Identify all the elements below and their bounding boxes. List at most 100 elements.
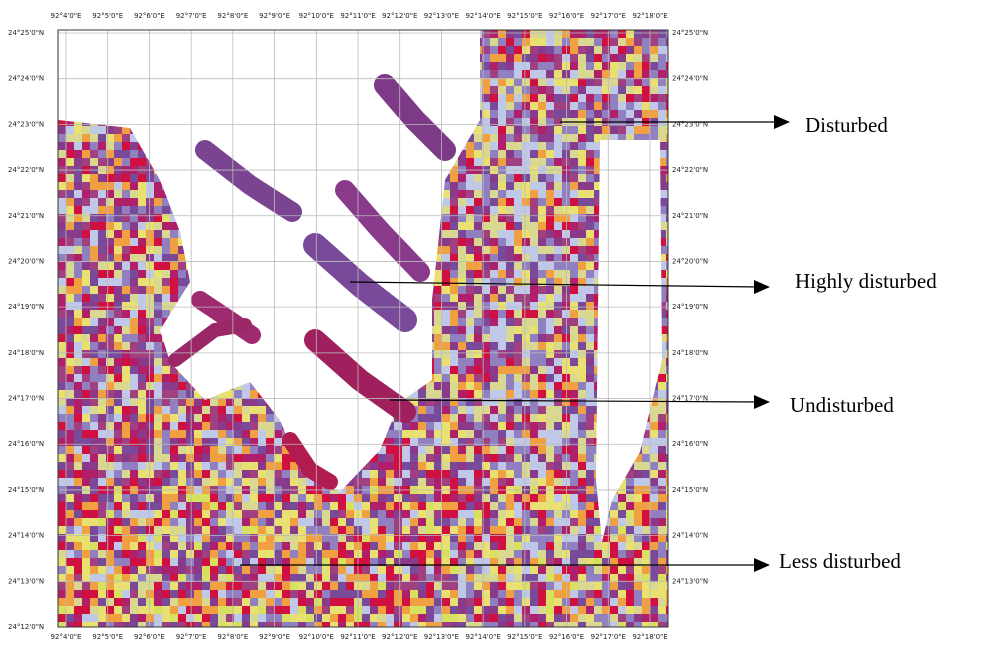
map-cell: [162, 310, 170, 318]
map-cell: [570, 134, 578, 142]
map-cell: [634, 494, 642, 502]
map-cell: [586, 230, 594, 238]
map-cell: [138, 302, 146, 310]
map-cell: [370, 542, 378, 550]
map-cell: [362, 542, 370, 550]
map-cell: [522, 294, 530, 302]
map-cell: [314, 526, 322, 534]
map-cell: [658, 254, 666, 262]
map-cell: [514, 342, 522, 350]
map-cell: [306, 534, 314, 542]
map-cell: [522, 382, 530, 390]
map-cell: [58, 222, 66, 230]
map-cell: [522, 190, 530, 198]
map-cell: [538, 222, 546, 230]
map-cell: [74, 174, 82, 182]
map-cell: [426, 502, 434, 510]
map-cell: [170, 382, 178, 390]
map-cell: [546, 38, 554, 46]
map-cell: [570, 294, 578, 302]
map-cell: [570, 126, 578, 134]
map-cell: [106, 270, 114, 278]
map-cell: [482, 470, 490, 478]
map-cell: [378, 542, 386, 550]
map-cell: [210, 526, 218, 534]
map-cell: [58, 414, 66, 422]
map-cell: [546, 438, 554, 446]
map-cell: [458, 438, 466, 446]
map-cell: [506, 438, 514, 446]
map-cell: [490, 94, 498, 102]
map-cell: [178, 510, 186, 518]
map-cell: [634, 454, 642, 462]
map-cell: [146, 470, 154, 478]
map-cell: [154, 422, 162, 430]
map-cell: [538, 462, 546, 470]
map-cell: [450, 390, 458, 398]
map-cell: [90, 414, 98, 422]
map-cell: [146, 182, 154, 190]
map-cell: [194, 462, 202, 470]
map-cell: [106, 246, 114, 254]
map-cell: [498, 182, 506, 190]
map-cell: [442, 294, 450, 302]
map-cell: [66, 126, 74, 134]
map-cell: [442, 230, 450, 238]
map-cell: [466, 438, 474, 446]
map-cell: [554, 190, 562, 198]
map-cell: [490, 454, 498, 462]
map-cell: [602, 38, 610, 46]
map-cell: [546, 302, 554, 310]
map-cell: [530, 406, 538, 414]
map-cell: [586, 206, 594, 214]
map-cell: [210, 470, 218, 478]
map-cell: [626, 70, 634, 78]
map-cell: [546, 294, 554, 302]
map-cell: [474, 238, 482, 246]
map-cell: [130, 526, 138, 534]
map-cell: [610, 62, 618, 70]
map-cell: [90, 518, 98, 526]
map-cell: [482, 326, 490, 334]
map-cell: [114, 510, 122, 518]
map-cell: [490, 78, 498, 86]
map-cell: [570, 494, 578, 502]
map-cell: [282, 446, 290, 454]
map-cell: [138, 470, 146, 478]
map-cell: [642, 94, 650, 102]
map-cell: [266, 422, 274, 430]
map-cell: [146, 390, 154, 398]
map-cell: [442, 390, 450, 398]
map-cell: [554, 350, 562, 358]
map-cell: [658, 158, 666, 166]
map-cell: [530, 134, 538, 142]
map-cell: [90, 150, 98, 158]
map-cell: [58, 230, 66, 238]
map-cell: [498, 46, 506, 54]
map-cell: [58, 270, 66, 278]
map-cell: [178, 414, 186, 422]
map-cell: [642, 30, 650, 38]
map-cell: [498, 230, 506, 238]
map-cell: [146, 422, 154, 430]
map-cell: [90, 366, 98, 374]
map-cell: [522, 446, 530, 454]
map-cell: [458, 318, 466, 326]
map-cell: [138, 390, 146, 398]
map-cell: [666, 510, 668, 518]
map-cell: [146, 542, 154, 550]
map-cell: [562, 310, 570, 318]
map-cell: [562, 278, 570, 286]
map-cell: [106, 462, 114, 470]
map-cell: [386, 494, 394, 502]
map-cell: [402, 478, 410, 486]
map-cell: [474, 326, 482, 334]
map-cell: [666, 502, 668, 510]
map-cell: [610, 30, 618, 38]
map-cell: [522, 94, 530, 102]
map-cell: [498, 534, 506, 542]
map-cell: [474, 382, 482, 390]
map-cell: [474, 422, 482, 430]
map-cell: [186, 406, 194, 414]
map-cell: [658, 518, 666, 526]
